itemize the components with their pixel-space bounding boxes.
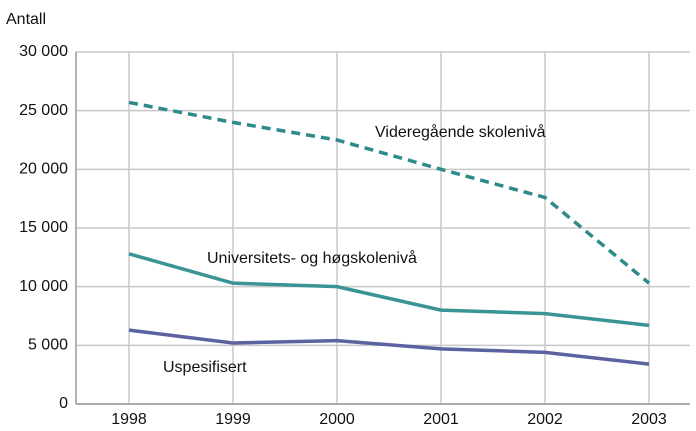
- y-tick-label: 15 000: [19, 219, 68, 236]
- x-tick-label: 1999: [215, 411, 251, 428]
- y-axis-label: Antall: [6, 11, 46, 28]
- y-tick-label: 5 000: [28, 337, 68, 354]
- series-line: [128, 252, 650, 328]
- series-label: Uspesifisert: [163, 359, 247, 376]
- x-tick-label: 2003: [631, 411, 667, 428]
- x-tick-label: 2000: [319, 411, 355, 428]
- series-label: Videregående skolenivå: [375, 123, 546, 141]
- series-label: Universitets- og høgskolenivå: [207, 249, 417, 267]
- series-line: [128, 328, 650, 366]
- x-tick-label: 1998: [111, 411, 147, 428]
- x-tick-label: 2002: [527, 411, 563, 428]
- y-tick-label: 0: [59, 395, 68, 412]
- x-tick-label: 2001: [423, 411, 459, 428]
- y-tick-label: 20 000: [19, 161, 68, 178]
- y-tick-label: 30 000: [19, 43, 68, 60]
- y-tick-label: 10 000: [19, 278, 68, 295]
- y-tick-label: 25 000: [19, 102, 68, 119]
